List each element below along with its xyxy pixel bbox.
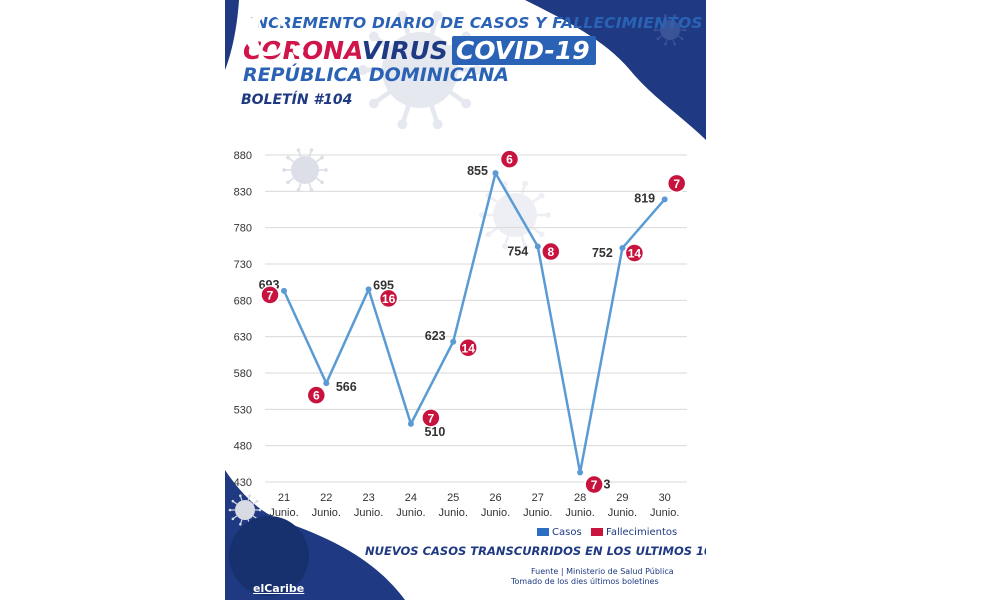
header-country: REPÚBLICA DOMINICANA — [243, 64, 510, 86]
x-tick-label-day: 23 — [362, 492, 374, 504]
legend-fallecimientos-label: Fallecimientos — [606, 527, 678, 538]
covid-badge: COVID-19 — [451, 36, 596, 65]
fallecimientos-value-label: 14 — [628, 247, 642, 261]
casos-value-label: 855 — [467, 164, 488, 178]
x-tick-label-month: Junio. — [396, 507, 425, 519]
fallecimientos-value-label: 14 — [462, 341, 476, 355]
bulletin-number: BOLETÍN #104 — [241, 92, 353, 108]
x-tick-label-month: Junio. — [650, 507, 679, 519]
casos-point — [577, 469, 584, 476]
y-tick-label: 580 — [234, 368, 252, 380]
x-tick-label-month: Junio. — [481, 507, 510, 519]
virus-corner-icon — [653, 14, 687, 46]
legend-fallecimientos: Fallecimientos — [591, 527, 677, 538]
fallecimientos-badge — [378, 288, 399, 309]
y-tick-label: 780 — [234, 223, 252, 235]
x-tick-label-day: 30 — [659, 492, 671, 504]
casos-line — [282, 171, 666, 474]
legend-casos-swatch — [537, 528, 549, 536]
casos-point — [492, 170, 499, 177]
source-line-2: Tomado de los dies últimos boletines — [511, 577, 659, 586]
legend-casos: Casos — [537, 527, 582, 538]
casos-point — [365, 286, 372, 293]
fallecimientos-value-label: 6 — [506, 153, 513, 167]
x-tick-label-day: 26 — [489, 492, 501, 504]
x-tick-label-day: 27 — [532, 492, 544, 504]
left-accent-shape — [225, 0, 239, 70]
logo-badge — [229, 516, 309, 596]
legend-casos-label: Casos — [552, 527, 582, 538]
casos-point — [450, 338, 457, 345]
y-tick-label: 530 — [234, 404, 252, 416]
logo-text: elCaribe — [253, 582, 305, 595]
x-tick-label-day: 25 — [447, 492, 459, 504]
fallecimientos-badge — [260, 285, 280, 305]
x-tick-label-day: 24 — [405, 492, 417, 504]
x-tick-label-month: Junio. — [523, 507, 552, 519]
x-tick-label-day: 29 — [616, 492, 628, 504]
fallecimientos-badge — [458, 338, 478, 358]
casos-point — [323, 380, 330, 387]
source-line-1: Fuente | Ministerio de Salud Pública — [531, 567, 674, 576]
casos-point — [281, 287, 287, 294]
x-tick-label-day: 28 — [574, 492, 586, 504]
x-tick-label-day: 21 — [278, 492, 290, 504]
virus-word: VIRUS — [361, 36, 448, 65]
x-tick-label-day: 22 — [320, 492, 332, 504]
casos-value-label: 510 — [424, 425, 445, 439]
y-tick-label: 480 — [234, 441, 252, 453]
casos-point — [661, 196, 668, 203]
logo-letter: C. — [243, 1, 309, 69]
x-tick-label-month: Junio. — [608, 507, 637, 519]
casos-value-label: 566 — [336, 380, 357, 394]
casos-point — [619, 245, 626, 252]
fallecimientos-value-label: 6 — [313, 389, 320, 403]
casos-value-label: 752 — [592, 246, 613, 260]
casos-value-label: 623 — [425, 329, 446, 343]
chart-subtitle: NUEVOS CASOS TRANSCURRIDOS EN LOS ULTIMO… — [365, 544, 706, 558]
casos-point — [407, 420, 414, 427]
x-tick-label-month: Junio. — [312, 507, 341, 519]
legend-fallecimientos-swatch — [591, 528, 603, 536]
fallecimientos-badge — [666, 173, 687, 194]
y-tick-label: 680 — [234, 295, 252, 307]
x-tick-label-month: Junio. — [269, 507, 298, 519]
line-chart: 43048053058063068073078083088021Junio.22… — [234, 149, 687, 519]
y-tick-label: 430 — [234, 477, 252, 489]
header-title: INCREMENTO DIARIO DE CASOS Y FALLECIMIEN… — [249, 14, 703, 32]
fallecimientos-value-label: 7 — [428, 411, 435, 425]
fallecimientos-badge — [306, 385, 327, 405]
infographic-card: INCREMENTO DIARIO DE CASOS Y FALLECIMIEN… — [225, 0, 706, 600]
fallecimientos-value-label: 16 — [382, 292, 396, 306]
x-tick-label-month: Junio. — [354, 507, 383, 519]
casos-point — [534, 243, 541, 250]
fallecimientos-value-label: 8 — [547, 245, 554, 259]
corona-word: CORONA — [243, 36, 362, 65]
fallecimientos-badge — [541, 241, 561, 262]
y-tick-label: 830 — [234, 186, 252, 198]
virus-bg-icon — [358, 10, 482, 130]
casos-value-label: 754 — [507, 245, 528, 259]
y-tick-label: 880 — [234, 150, 252, 162]
fallecimientos-value-label: 7 — [591, 478, 598, 492]
fallecimientos-badge — [624, 243, 645, 263]
top-wave-shape — [525, 0, 706, 140]
fallecimientos-value-label: 7 — [267, 288, 274, 302]
x-tick-label-month: Junio. — [439, 507, 468, 519]
header-coronavirus: CORONAVIRUS COVID-19 — [243, 36, 596, 65]
fallecimientos-value-label: 7 — [673, 177, 680, 191]
fallecimientos-badge — [421, 408, 441, 428]
x-tick-label-month: Junio. — [565, 507, 594, 519]
casos-value-label: 819 — [634, 191, 655, 205]
fallecimientos-badge — [499, 149, 520, 169]
y-tick-label: 630 — [234, 332, 252, 344]
y-tick-label: 730 — [234, 259, 252, 271]
fallecimientos-badge — [584, 474, 604, 495]
